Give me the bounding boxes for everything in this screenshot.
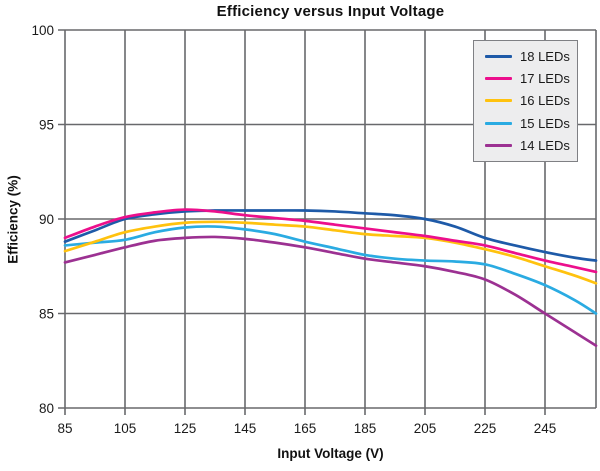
series-line-15-leds: [63, 225, 598, 315]
legend-label: 15 LEDs: [520, 115, 570, 131]
legend-label: 16 LEDs: [520, 93, 570, 109]
x-tick-label: 145: [234, 421, 257, 436]
x-tick-label: 185: [354, 421, 377, 436]
series-line-14-leds: [63, 235, 598, 347]
x-tick-label: 125: [174, 421, 197, 436]
x-axis-label: Input Voltage (V): [277, 446, 384, 461]
legend-item: 15 LEDs: [485, 116, 577, 131]
legend-swatch-line: [485, 77, 512, 81]
y-tick-label: 100: [31, 23, 54, 38]
legend-swatch-line: [485, 121, 512, 125]
y-tick-label: 80: [39, 401, 54, 416]
series-line-18-leds: [63, 209, 598, 262]
series-line-17-leds: [63, 208, 598, 274]
legend-label: 18 LEDs: [520, 48, 570, 64]
legend-swatch-line: [485, 54, 512, 58]
x-tick-label: 165: [294, 421, 317, 436]
x-tick-label: 105: [114, 421, 137, 436]
y-tick-label: 90: [39, 212, 54, 227]
legend-label: 17 LEDs: [520, 71, 570, 87]
legend-item: 18 LEDs: [485, 49, 577, 64]
chart-title: Efficiency versus Input Voltage: [216, 3, 445, 20]
x-tick-label: 85: [57, 421, 72, 436]
y-tick-label: 85: [39, 307, 54, 322]
x-tick-label: 225: [474, 421, 497, 436]
legend-swatch-line: [485, 99, 512, 103]
legend-swatch-line: [485, 144, 512, 148]
legend: 18 LEDs 17 LEDs 16 LEDs 15 LEDs 14 LEDs: [473, 40, 578, 162]
legend-item: 14 LEDs: [485, 138, 577, 153]
x-tick-label: 245: [534, 421, 557, 436]
series-line-16-leds: [63, 220, 598, 285]
y-axis-label: Efficiency (%): [5, 175, 21, 264]
y-tick-label: 95: [39, 118, 54, 133]
x-tick-label: 205: [414, 421, 437, 436]
legend-item: 17 LEDs: [485, 71, 577, 86]
legend-item: 16 LEDs: [485, 93, 577, 108]
legend-label: 14 LEDs: [520, 138, 570, 154]
